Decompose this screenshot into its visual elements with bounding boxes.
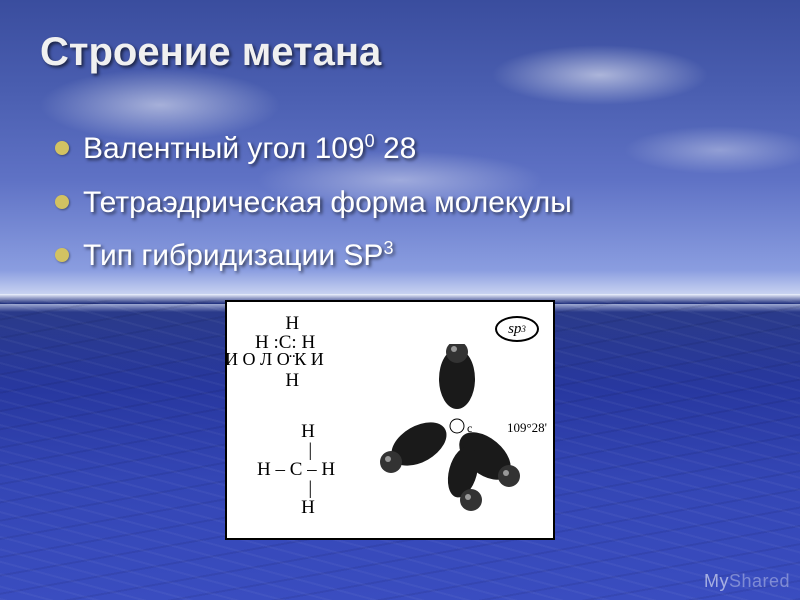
figure-right-panel: sp3 109°28' c xyxy=(367,302,553,538)
lewis-structure: H H :C: H ¨ H xyxy=(255,314,315,390)
bullet-text: Валентный угол 1090 28 xyxy=(83,130,416,168)
bullet-text: Тетраэдрическая форма молекулы xyxy=(83,184,572,222)
sp3-badge: sp3 xyxy=(495,316,539,342)
molecule-figure: И О Л О К И H H :C: H ¨ H H | H – C – H … xyxy=(225,300,555,540)
bullet-dot-icon xyxy=(55,141,69,155)
watermark-left: My xyxy=(704,571,729,591)
bullet-item: Тетраэдрическая форма молекулы xyxy=(55,184,572,222)
figure-left-panel: И О Л О К И H H :C: H ¨ H H | H – C – H … xyxy=(227,302,367,538)
watermark-right: Shared xyxy=(729,571,790,591)
svg-text:c: c xyxy=(467,421,472,435)
bullet-text: Тип гибридизации SP3 xyxy=(83,237,393,275)
bullet-dot-icon xyxy=(55,248,69,262)
slide-title: Строение метана xyxy=(40,30,381,75)
bullet-list: Валентный угол 1090 28 Тетраэдрическая ф… xyxy=(55,130,572,291)
structural-formula: H | H – C – H | H xyxy=(257,422,335,517)
orbital-diagram: c xyxy=(367,344,547,534)
bullet-item: Тип гибридизации SP3 xyxy=(55,237,572,275)
watermark: MyShared xyxy=(704,571,790,592)
bullet-dot-icon xyxy=(55,195,69,209)
bullet-item: Валентный угол 1090 28 xyxy=(55,130,572,168)
